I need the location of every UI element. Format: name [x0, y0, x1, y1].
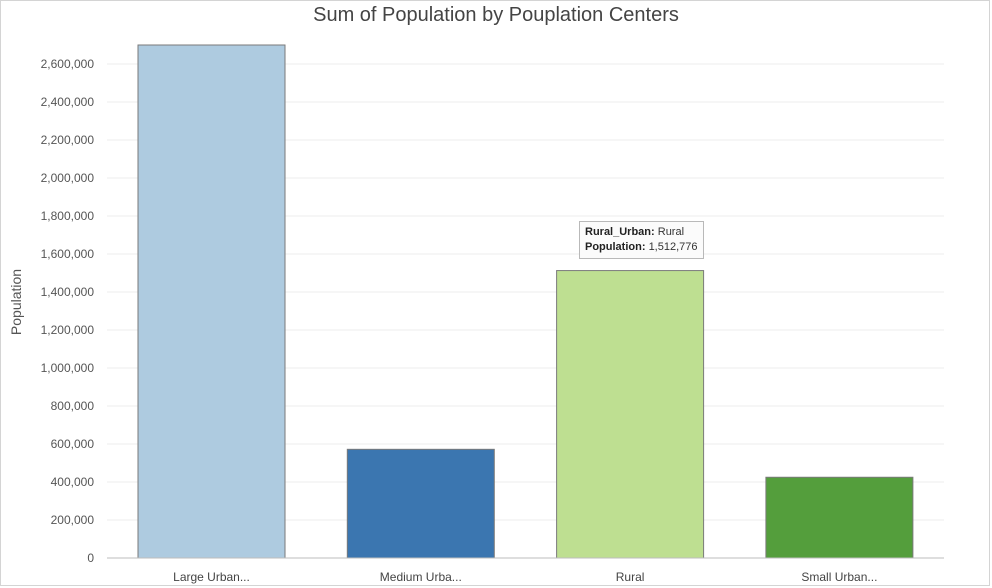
- bar[interactable]: [556, 270, 705, 559]
- y-tick-label: 1,400,000: [41, 285, 95, 299]
- x-category-label: Large Urban...: [173, 570, 250, 584]
- tooltip-row-population: Population: 1,512,776: [585, 240, 698, 255]
- bar-tooltip: Rural_Urban: Rural Population: 1,512,776: [579, 221, 704, 259]
- tooltip-population-label: Population:: [585, 241, 646, 253]
- tooltip-row-field: Rural_Urban: Rural: [585, 225, 698, 240]
- y-tick-label: 0: [87, 551, 94, 565]
- bars: [137, 44, 914, 559]
- y-tick-label: 2,200,000: [41, 133, 95, 147]
- y-tick-label: 2,400,000: [41, 95, 95, 109]
- x-category-labels: Large Urban... Medium Urba... Rural Small U…: [173, 570, 877, 584]
- x-category-label: Small Urban...: [801, 570, 877, 584]
- y-tick-label: 400,000: [51, 475, 95, 489]
- tooltip-field-label: Rural_Urban:: [585, 226, 655, 238]
- y-tick-label: 800,000: [51, 399, 95, 413]
- y-tick-label: 1,000,000: [41, 361, 95, 375]
- bar[interactable]: [346, 448, 495, 559]
- x-category-label: Rural: [616, 570, 645, 584]
- tooltip-field-value: Rural: [657, 226, 685, 238]
- tooltip-population-value: 1,512,776: [648, 241, 698, 253]
- y-tick-label: 2,000,000: [41, 171, 95, 185]
- x-category-label: Medium Urba...: [380, 570, 462, 584]
- y-tick-label: 1,800,000: [41, 209, 95, 223]
- y-tick-label: 600,000: [51, 437, 95, 451]
- y-tick-label: 2,600,000: [41, 57, 95, 71]
- y-tick-label: 1,600,000: [41, 247, 95, 261]
- bar[interactable]: [137, 44, 286, 559]
- chart-title: Sum of Population by Pouplation Centers: [313, 4, 679, 26]
- y-tick-labels: 0 200,000 400,000 600,000 800,000 1,000,000 1,…: [41, 57, 95, 565]
- y-tick-label: 200,000: [51, 513, 95, 527]
- bar[interactable]: [765, 476, 914, 559]
- y-tick-label: 1,200,000: [41, 323, 95, 337]
